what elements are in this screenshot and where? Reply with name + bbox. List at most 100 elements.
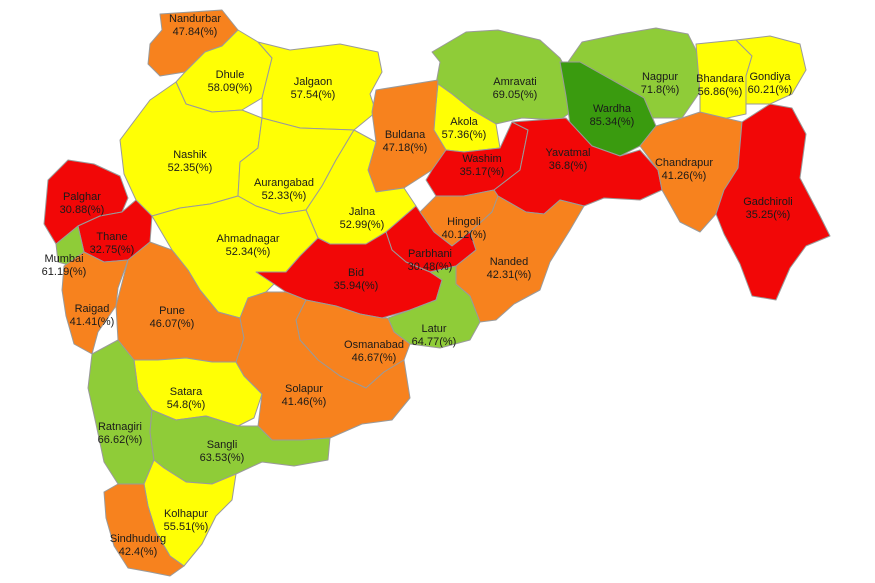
district-label-sangli: Sangli 63.53(%) [200,439,245,464]
district-name: Gadchiroli [743,196,793,208]
district-label-bhandara: Bhandara 56.86(%) [696,73,745,98]
district-value: 64.77(%) [412,336,457,348]
district-label-pune: Pune 46.07(%) [150,305,195,330]
district-label-washim: Washim 35.17(%) [460,153,505,178]
district-name: Latur [421,323,446,335]
district-name: Nagpur [642,71,678,83]
district-label-sindhudurg: Sindhudurg 42.4(%) [110,533,166,558]
district-value: 57.54(%) [291,89,336,101]
district-value: 42.31(%) [487,269,532,281]
district-name: Solapur [285,383,323,395]
district-label-nashik: Nashik 52.35(%) [168,149,213,174]
district-label-ratnagiri: Ratnagiri 66.62(%) [98,421,143,446]
district-value: 60.21(%) [748,84,793,96]
district-name: Wardha [593,103,632,115]
district-value: 71.8(%) [641,84,680,96]
district-value: 69.05(%) [493,89,538,101]
district-value: 36.8(%) [549,160,588,172]
district-label-bid: Bid 35.94(%) [334,267,379,292]
district-name: Parbhani [408,248,452,260]
district-label-aurangabad: Aurangabad 52.33(%) [254,177,314,202]
district-name: Raigad [75,303,110,315]
district-value: 52.34(%) [226,246,271,258]
district-value: 32.75(%) [90,244,135,256]
district-label-mumbai: Mumbai 61.19(%) [42,253,87,278]
district-value: 46.67(%) [352,352,397,364]
district-label-dhule: Dhule 58.09(%) [208,69,253,94]
district-raigad [61,251,129,355]
district-gadchiroli [715,103,831,301]
district-value: 40.12(%) [442,229,487,241]
district-value: 57.36(%) [442,129,487,141]
district-label-kolhapur: Kolhapur 55.51(%) [164,508,209,533]
district-label-nandurbar: Nandurbar 47.84(%) [169,13,221,38]
district-name: Gondiya [750,71,792,83]
district-value: 55.51(%) [164,521,209,533]
district-solapur [235,291,411,441]
district-value: 35.25(%) [746,209,791,221]
district-label-nanded: Nanded 42.31(%) [487,256,532,281]
district-label-hingoli: Hingoli 40.12(%) [442,216,487,241]
district-dhule [175,29,273,113]
district-label-jalna: Jalna 52.99(%) [340,206,385,231]
district-value: 42.4(%) [119,546,158,558]
district-name: Ahmadnagar [217,233,280,245]
district-value: 46.07(%) [150,318,195,330]
district-value: 30.88(%) [60,204,105,216]
district-value: 35.94(%) [334,280,379,292]
district-latur [387,265,481,349]
district-value: 30.48(%) [408,261,453,273]
district-name: Aurangabad [254,177,314,189]
district-label-palghar: Palghar 30.88(%) [60,191,105,216]
district-value: 85.34(%) [590,116,635,128]
district-label-gondiya: Gondiya 60.21(%) [748,71,793,96]
district-value: 56.86(%) [698,86,743,98]
district-label-yavatmal: Yavatmal 36.8(%) [545,147,590,172]
district-label-jalgaon: Jalgaon 57.54(%) [291,76,336,101]
district-name: Bid [348,267,364,279]
district-label-akola: Akola 57.36(%) [442,116,487,141]
district-name: Hingoli [447,216,481,228]
district-label-gadchiroli: Gadchiroli 35.25(%) [743,196,793,221]
district-name: Akola [450,116,478,128]
district-value: 52.35(%) [168,162,213,174]
district-name: Dhule [216,69,245,81]
district-name: Osmanabad [344,339,404,351]
district-name: Pune [159,305,185,317]
district-label-nagpur: Nagpur 71.8(%) [641,71,680,96]
district-label-osmanabad: Osmanabad 46.67(%) [344,339,404,364]
district-value: 58.09(%) [208,82,253,94]
district-name: Washim [462,153,501,165]
district-value: 54.8(%) [167,399,206,411]
district-name: Nashik [173,149,207,161]
district-value: 52.99(%) [340,219,385,231]
district-value: 41.46(%) [282,396,327,408]
district-label-buldana: Buldana 47.18(%) [383,129,428,154]
district-value: 41.41(%) [70,316,115,328]
district-name: Nandurbar [169,13,221,25]
district-name: Bhandara [696,73,745,85]
district-yavatmal [493,117,663,215]
district-gondiya [735,35,807,105]
district-label-thane: Thane 32.75(%) [90,231,135,256]
district-value: 47.84(%) [173,26,218,38]
district-name: Chandrapur [655,157,713,169]
district-name: Nanded [490,256,529,268]
district-name: Thane [96,231,127,243]
district-label-chandrapur: Chandrapur 41.26(%) [655,157,713,182]
district-value: 52.33(%) [262,190,307,202]
district-name: Jalgaon [294,76,333,88]
district-value: 61.19(%) [42,266,87,278]
district-label-satara: Satara 54.8(%) [167,386,206,411]
district-name: Satara [170,386,203,398]
district-value: 63.53(%) [200,452,245,464]
district-value: 35.17(%) [460,166,505,178]
district-name: Sindhudurg [110,533,166,545]
district-label-wardha: Wardha 85.34(%) [590,103,635,128]
district-name: Amravati [493,76,536,88]
district-value: 66.62(%) [98,434,143,446]
district-name: Kolhapur [164,508,208,520]
district-name: Palghar [63,191,101,203]
district-label-ahmadnagar: Ahmadnagar 52.34(%) [217,233,280,258]
